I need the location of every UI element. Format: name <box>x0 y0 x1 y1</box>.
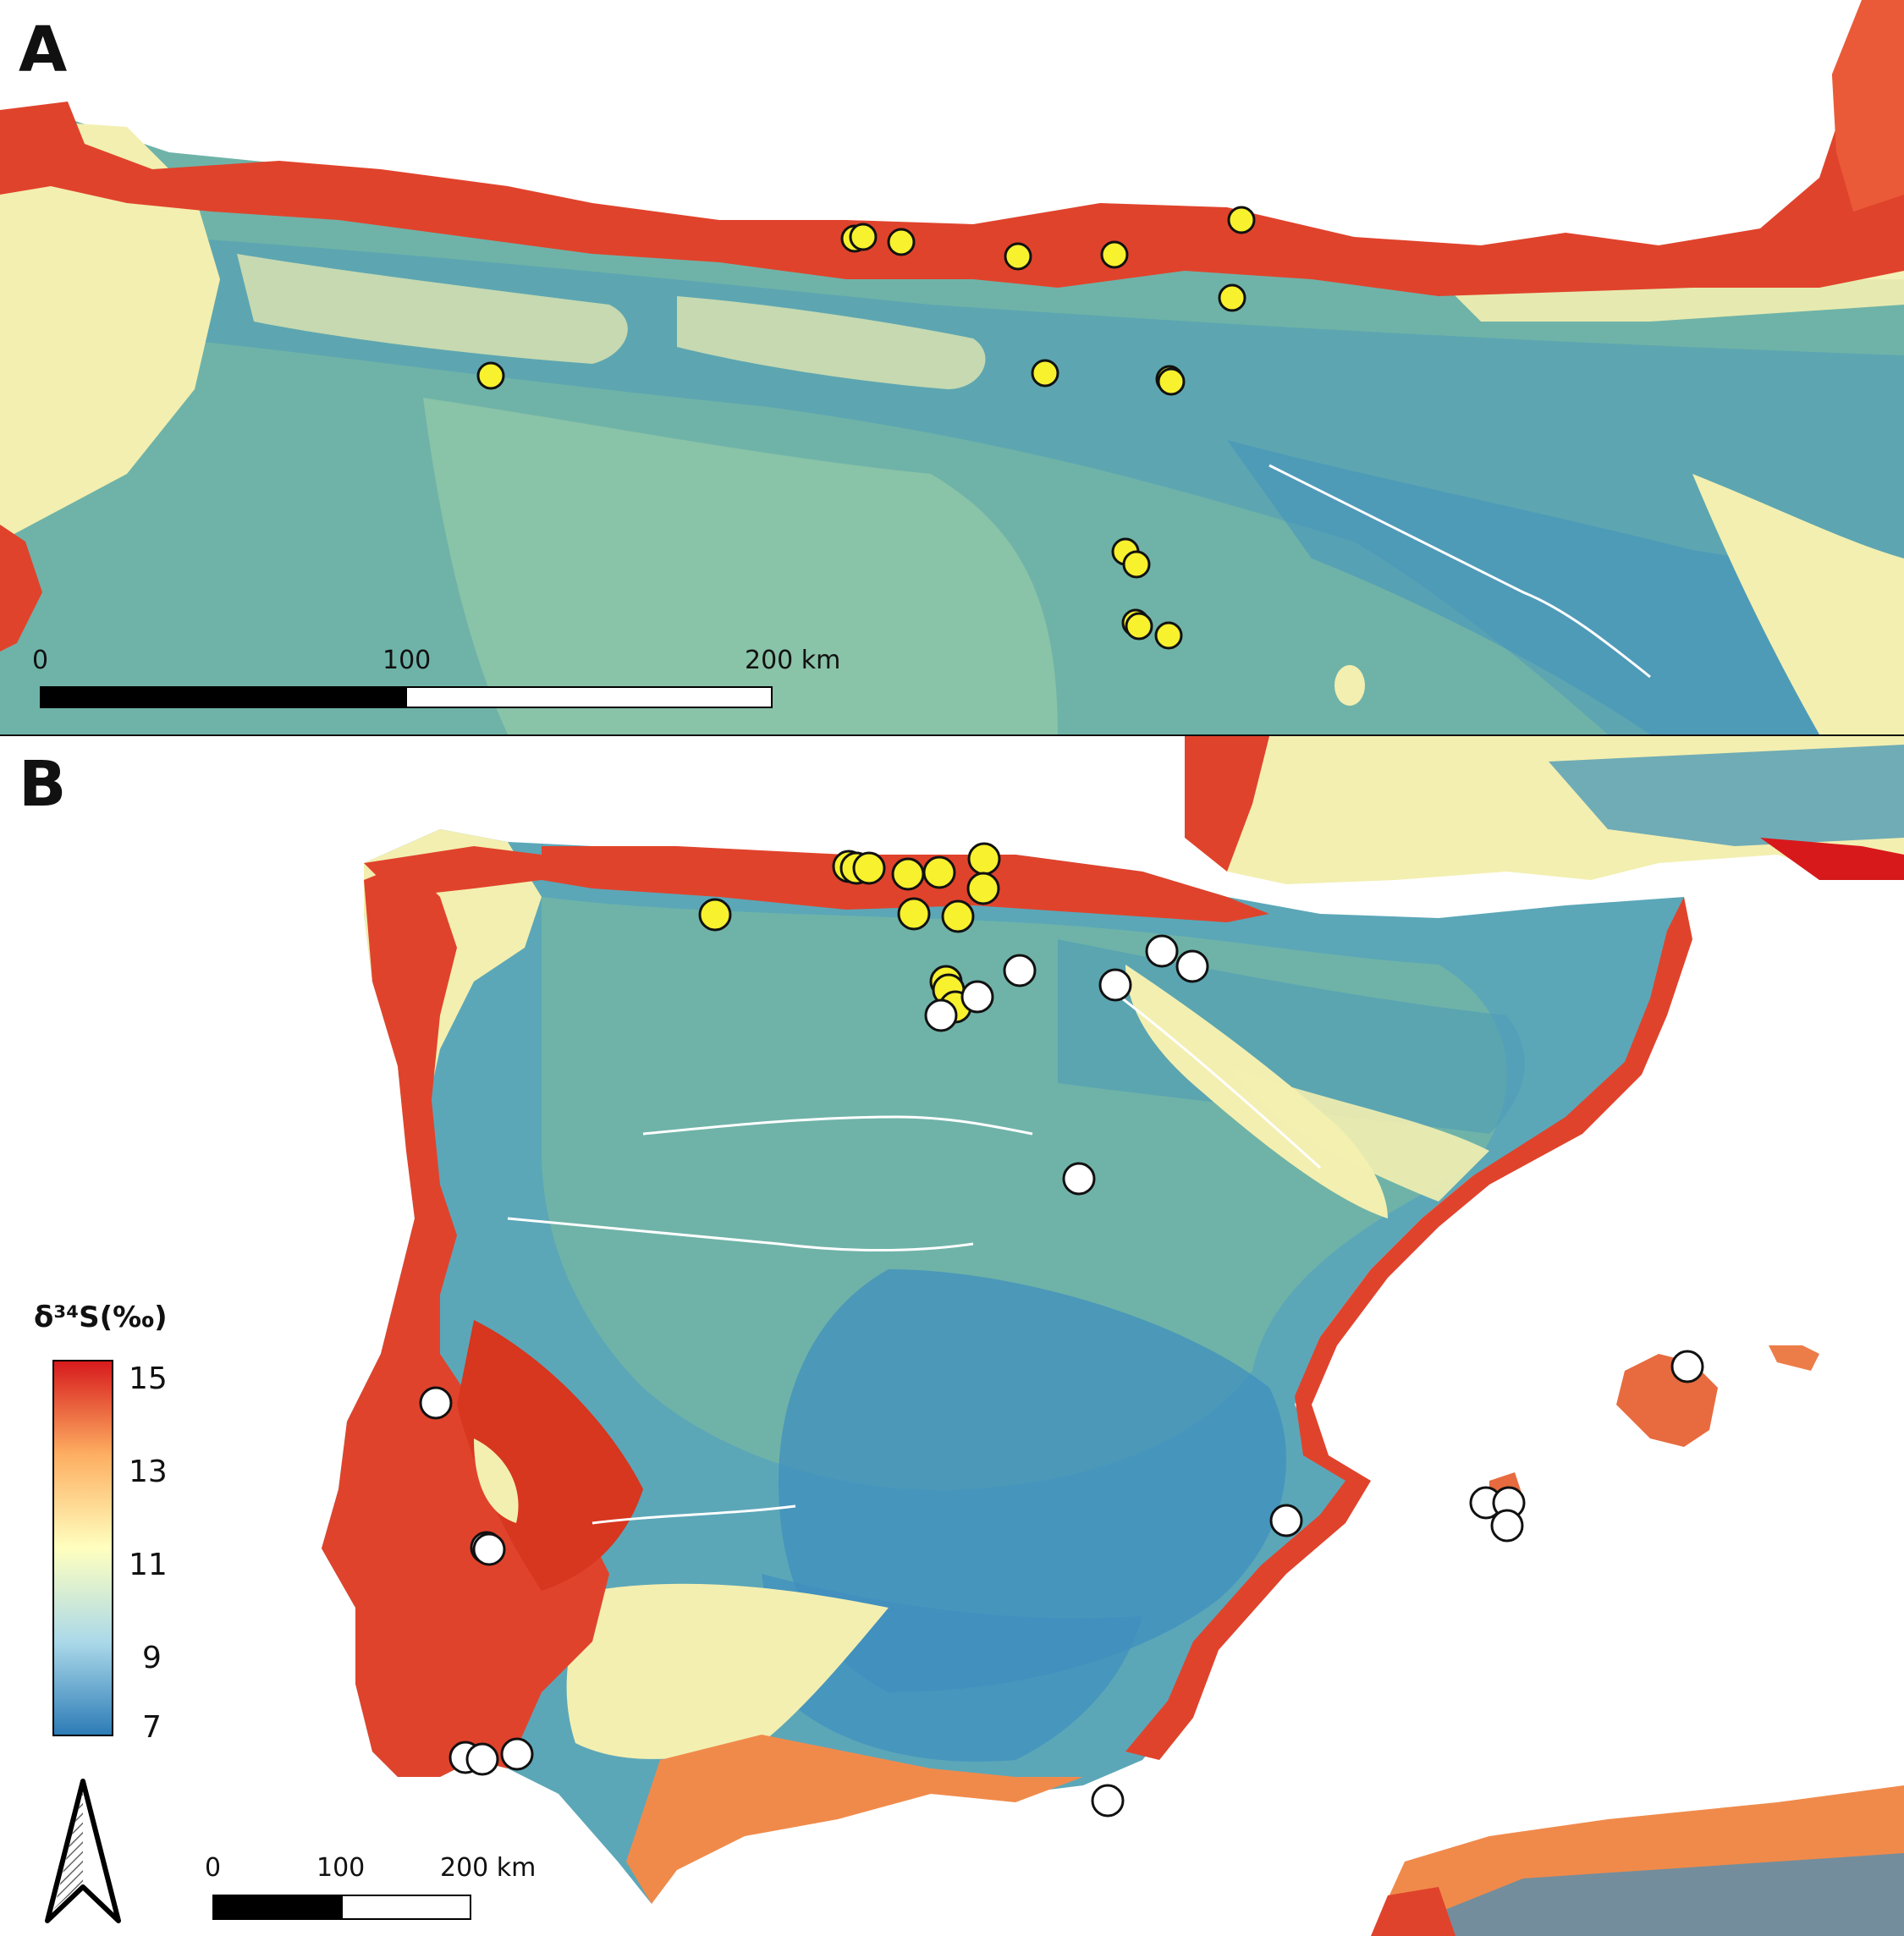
site-marker-yellow <box>966 872 1000 905</box>
site-marker-white <box>1098 968 1132 1002</box>
site-marker-yellow <box>852 851 886 885</box>
sites-panel-b <box>419 842 1704 1818</box>
north-arrow-icon <box>45 1779 121 1923</box>
site-marker-white <box>960 980 994 1014</box>
scalebar-a-label-100: 100 <box>382 646 432 675</box>
site-marker-yellow <box>849 223 878 251</box>
legend-tick-15: 15 <box>129 1361 168 1396</box>
scalebar-a <box>40 686 773 708</box>
legend-title: δ³⁴S(‰) <box>34 1301 168 1334</box>
panel-label-b: B <box>19 748 67 821</box>
site-marker-yellow <box>922 855 956 889</box>
site-marker-white <box>1175 949 1209 983</box>
site-marker-yellow <box>1004 242 1032 271</box>
site-marker-white <box>1091 1784 1125 1818</box>
scalebar-a-label-200: 200 km <box>745 646 841 675</box>
site-marker-yellow <box>1154 621 1183 650</box>
scalebar-b <box>212 1895 471 1920</box>
site-marker-yellow <box>1100 240 1129 269</box>
site-marker-white <box>1003 954 1037 987</box>
scalebar-b-label-200: 200 km <box>440 1853 537 1883</box>
site-marker-white <box>1062 1162 1096 1196</box>
site-marker-yellow <box>887 228 916 256</box>
legend-tick-11: 11 <box>129 1548 168 1582</box>
site-marker-white <box>465 1742 499 1776</box>
site-marker-white <box>1490 1509 1524 1543</box>
site-marker-yellow <box>476 361 505 390</box>
site-marker-white <box>1269 1504 1303 1537</box>
scalebar-a-label-0: 0 <box>32 646 49 675</box>
site-marker-yellow <box>1122 550 1151 579</box>
site-marker-yellow <box>1157 367 1186 396</box>
site-marker-yellow <box>891 857 925 891</box>
legend-tick-7: 7 <box>142 1710 162 1745</box>
site-marker-yellow <box>1227 206 1256 234</box>
legend-tick-13: 13 <box>129 1455 168 1489</box>
sites-panel-a <box>476 206 1256 650</box>
site-marker-white <box>419 1386 453 1420</box>
site-marker-yellow <box>1218 283 1246 312</box>
legend-tick-9: 9 <box>142 1641 162 1675</box>
scalebar-b-label-100: 100 <box>316 1853 366 1883</box>
site-marker-yellow <box>1031 359 1059 388</box>
scalebar-b-label-0: 0 <box>205 1853 222 1883</box>
site-marker-yellow <box>897 897 931 931</box>
site-marker-yellow <box>967 842 1001 876</box>
site-marker-yellow <box>698 898 732 932</box>
menorca <box>1769 1345 1819 1371</box>
panel-a-map <box>0 0 1904 734</box>
site-marker-white <box>472 1532 506 1566</box>
site-marker-yellow <box>1125 612 1153 641</box>
site-marker-white <box>1670 1350 1704 1383</box>
site-marker-yellow <box>941 899 975 933</box>
site-marker-white <box>1145 934 1179 968</box>
site-marker-white <box>924 998 958 1032</box>
legend-colorbar <box>52 1360 113 1736</box>
panel-label-a: A <box>19 14 68 86</box>
panel-b-map <box>0 736 1904 1936</box>
site-marker-white <box>500 1737 534 1771</box>
